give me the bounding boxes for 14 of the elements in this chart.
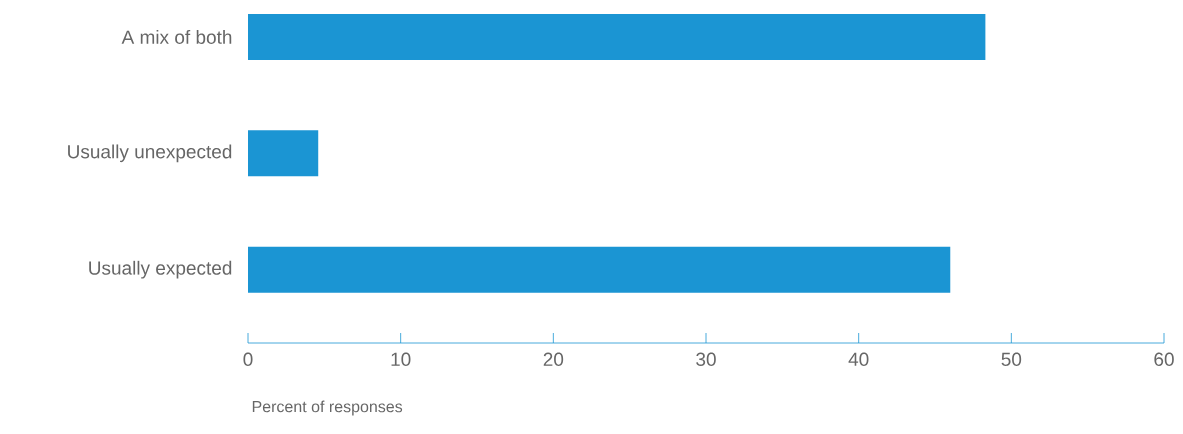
x-tick-label: 60 bbox=[1154, 352, 1174, 366]
x-tick-label: 10 bbox=[391, 352, 411, 366]
x-tick-label: 40 bbox=[848, 352, 869, 366]
x-axis-title: Percent of responses bbox=[252, 400, 403, 416]
bar bbox=[248, 246, 951, 293]
bar bbox=[248, 130, 319, 177]
x-tick-label: 50 bbox=[1001, 352, 1022, 366]
x-tick-label: 0 bbox=[243, 352, 253, 366]
x-tick-label: 30 bbox=[696, 352, 716, 366]
bar bbox=[248, 13, 986, 60]
y-tick-label: Usually unexpected bbox=[68, 144, 232, 163]
y-tick-label: A mix of both bbox=[121, 29, 232, 44]
y-tick-label: Usually expected bbox=[89, 260, 232, 279]
x-tick-label: 20 bbox=[543, 352, 564, 366]
